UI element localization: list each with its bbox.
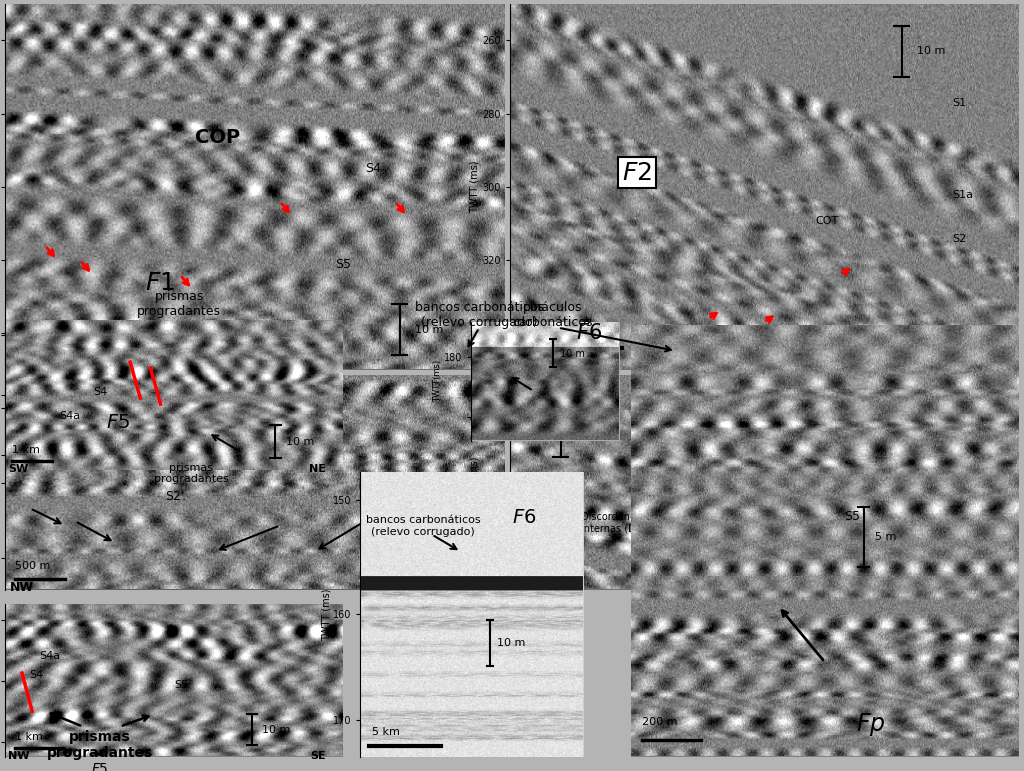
Text: S2: S2 [275, 412, 291, 426]
Text: 5 m: 5 m [876, 532, 897, 542]
Text: $\mathit{F5}$: $\mathit{F5}$ [106, 413, 130, 433]
Text: 10 m: 10 m [918, 46, 945, 56]
Text: $\mathbf{MM}$: $\mathbf{MM}$ [40, 422, 94, 450]
Text: S4: S4 [29, 670, 43, 680]
Y-axis label: TWTT (ms): TWTT (ms) [322, 588, 332, 641]
Text: 10 m: 10 m [415, 325, 443, 335]
Text: SE: SE [472, 581, 489, 594]
Text: $\mathit{F6}$: $\mathit{F6}$ [512, 508, 537, 527]
Text: $\mathit{F2}$: $\mathit{F2}$ [622, 160, 652, 184]
Text: 200 m: 200 m [642, 717, 678, 727]
Text: 50 m: 50 m [577, 424, 604, 434]
Text: Di: Di [851, 452, 872, 470]
Text: S4: S4 [744, 550, 759, 560]
Text: 10 m: 10 m [497, 638, 525, 648]
Text: S4: S4 [365, 163, 381, 175]
Text: Movimentos de
Massa (MM): Movimentos de Massa (MM) [73, 390, 158, 412]
Text: 10 m: 10 m [286, 436, 314, 446]
Text: S2: S2 [952, 234, 967, 244]
Text: $\mathit{F4}$: $\mathit{F4}$ [815, 520, 843, 540]
Text: SE: SE [986, 581, 1004, 594]
Text: 1 km: 1 km [12, 446, 40, 455]
Text: 5 km: 5 km [541, 327, 568, 337]
Text: S1a: S1a [952, 190, 974, 200]
Text: 5 km: 5 km [35, 327, 63, 337]
Text: Refletores
ondulados: Refletores ondulados [928, 426, 982, 467]
Text: $\mathit{F3}$: $\mathit{F3}$ [375, 558, 403, 582]
Text: SE: SE [472, 359, 489, 372]
Text: prismas
progradantes: prismas progradantes [137, 291, 221, 318]
Text: S1: S1 [952, 99, 967, 109]
Text: bancos carbonáticos
(relevo corrugado): bancos carbonáticos (relevo corrugado) [366, 515, 480, 537]
Y-axis label: TWTT (ms): TWTT (ms) [470, 456, 479, 509]
Text: SW: SW [8, 464, 29, 474]
Text: SE: SE [986, 359, 1004, 372]
Text: prismas
progradantes
$\mathit{F5}$: prismas progradantes $\mathit{F5}$ [47, 729, 153, 771]
Text: 1 km: 1 km [15, 732, 43, 742]
Text: NW: NW [515, 359, 540, 372]
Text: S5: S5 [844, 510, 860, 523]
Text: 10 m: 10 m [262, 725, 291, 735]
Text: bancos carbonáticos
(relevo corrugado): bancos carbonáticos (relevo corrugado) [415, 301, 544, 329]
Text: COT: COT [815, 216, 839, 226]
Text: COP: COP [195, 128, 241, 147]
Text: S4: S4 [93, 387, 108, 397]
Text: Di: Di [957, 387, 979, 406]
Text: NW: NW [10, 359, 34, 372]
Text: S5: S5 [174, 681, 188, 690]
Text: Di: Di [784, 490, 806, 508]
Text: S4a: S4a [39, 651, 60, 662]
Text: 10 m: 10 m [560, 348, 585, 359]
Text: 5 m: 5 m [442, 544, 464, 554]
Text: NW: NW [10, 581, 34, 594]
Y-axis label: TWTT(ms): TWTT(ms) [433, 360, 442, 402]
Text: 5 km: 5 km [372, 727, 399, 737]
Text: $\mathit{Fp}$: $\mathit{Fp}$ [856, 711, 886, 738]
Text: Discordâncias
internas (Di): Discordâncias internas (Di) [582, 513, 649, 534]
Text: NW: NW [515, 581, 540, 594]
Text: NW: NW [8, 751, 30, 761]
Text: NE: NE [309, 464, 326, 474]
Text: 500 m: 500 m [520, 561, 555, 571]
Text: pináculos
carbonáticos: pináculos carbonáticos [513, 301, 593, 329]
Text: S5: S5 [335, 258, 351, 271]
Text: SE: SE [310, 751, 326, 761]
Text: S3b: S3b [714, 464, 734, 474]
Text: S2': S2' [165, 490, 184, 503]
Text: S4a: S4a [59, 411, 80, 421]
Text: $\mathit{F1}$: $\mathit{F1}$ [145, 271, 175, 295]
Text: depósitos
contorníticos (?): depósitos contorníticos (?) [837, 577, 927, 599]
Text: $\mathit{F6}$: $\mathit{F6}$ [575, 323, 602, 343]
Text: prismas
progradantes: prismas progradantes [154, 463, 228, 484]
Y-axis label: TWTT (ms): TWTT (ms) [470, 160, 479, 214]
Text: 500 m: 500 m [15, 561, 50, 571]
